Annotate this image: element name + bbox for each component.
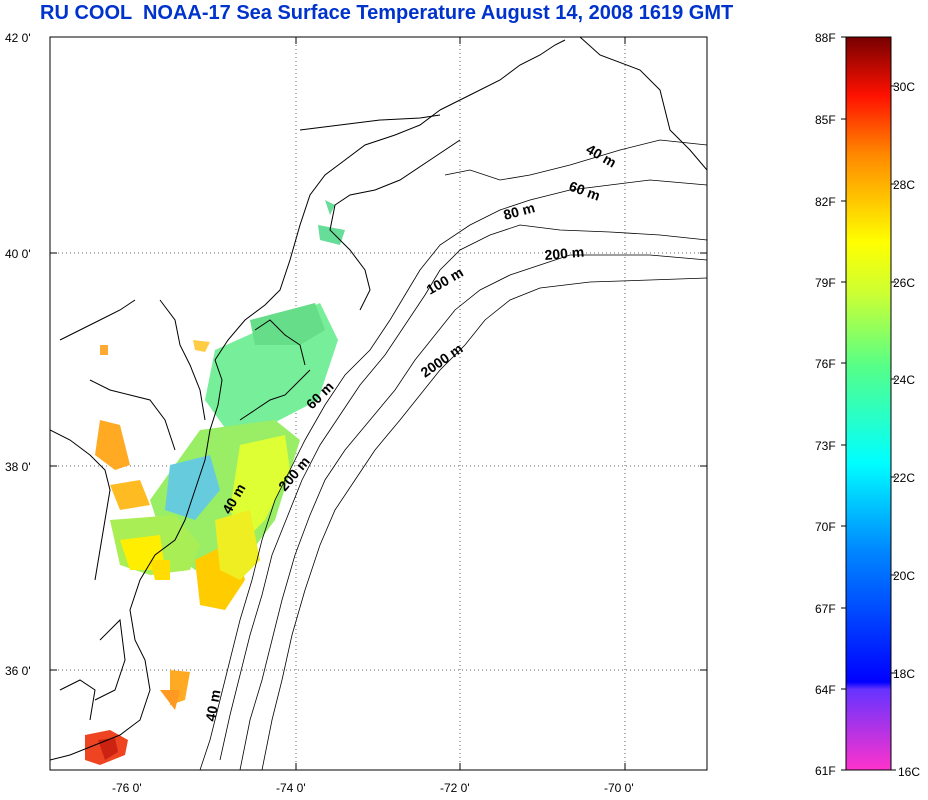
colorbar-f-70: 70F bbox=[815, 520, 836, 534]
lat-label-38: 38 0' bbox=[5, 460, 31, 474]
colorbar-ticks bbox=[841, 36, 896, 771]
coastline bbox=[50, 37, 707, 761]
colorbar-f-64: 64F bbox=[815, 683, 836, 697]
depth-label-200m-north: 200 m bbox=[544, 244, 585, 263]
lat-label-40: 40 0' bbox=[5, 247, 31, 261]
map-frame bbox=[49, 36, 708, 771]
colorbar-c-24: 24C bbox=[893, 373, 915, 387]
colorbar-f-73: 73F bbox=[815, 439, 836, 453]
colorbar-f-79: 79F bbox=[815, 276, 836, 290]
colorbar-f-76: 76F bbox=[815, 357, 836, 371]
graticule bbox=[50, 37, 707, 770]
colorbar-f-67: 67F bbox=[815, 602, 836, 616]
colorbar-f-61: 61F bbox=[815, 764, 836, 778]
lat-label-42: 42 0' bbox=[5, 31, 31, 45]
colorbar-c-30: 30C bbox=[893, 80, 915, 94]
colorbar-f-82: 82F bbox=[815, 195, 836, 209]
lat-label-36: 36 0' bbox=[5, 664, 31, 678]
bathymetry-contours bbox=[199, 139, 707, 770]
colorbar-f-88: 88F bbox=[815, 31, 836, 45]
colorbar-c-28: 28C bbox=[893, 178, 915, 192]
colorbar-f-85: 85F bbox=[815, 113, 836, 127]
depth-label-80m: 80 m bbox=[502, 199, 537, 223]
sst-data-patches bbox=[85, 200, 345, 765]
colorbar-c-20: 20C bbox=[893, 569, 915, 583]
colorbar-c-16: 16C bbox=[898, 765, 920, 779]
colorbar-c-18: 18C bbox=[893, 667, 915, 681]
depth-label-40m-south: 40 m bbox=[202, 688, 223, 722]
map-title: RU COOL NOAA-17 Sea Surface Temperature … bbox=[40, 2, 734, 24]
lon-label-70: -70 0' bbox=[604, 781, 634, 795]
color-bar bbox=[845, 36, 892, 771]
lon-label-76: -76 0' bbox=[112, 781, 142, 795]
lon-label-72: -72 0' bbox=[440, 781, 470, 795]
frame-ticks bbox=[50, 36, 707, 770]
lon-label-74: -74 0' bbox=[276, 781, 306, 795]
colorbar-c-26: 26C bbox=[893, 276, 915, 290]
colorbar-c-22: 22C bbox=[893, 471, 915, 485]
